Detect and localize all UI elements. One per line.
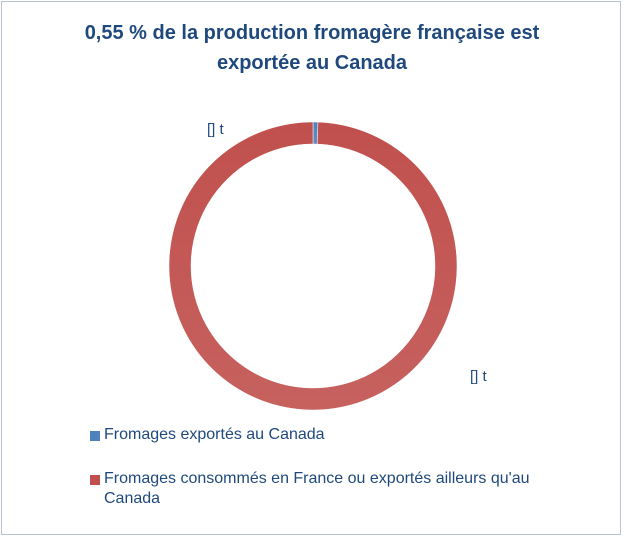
data-label-consumed-france: [] t: [470, 368, 487, 385]
legend-label: Fromages consommés en France ou exportés…: [104, 470, 530, 507]
data-label-exported-canada: [] t: [207, 121, 224, 138]
chart-title-line-2: exportée au Canada: [216, 52, 408, 74]
chart-title-line-1: 0,55 % de la production fromagère frança…: [84, 22, 540, 44]
legend-item-consumed-france: Fromages consommés en France ou exportés…: [88, 469, 588, 509]
legend-item-exported-canada: Fromages exportés au Canada: [88, 425, 588, 445]
chart-legend: Fromages exportés au Canada Fromages con…: [88, 425, 588, 533]
legend-label: Fromages exportés au Canada: [104, 426, 325, 443]
chart-title: 0,55 % de la production fromagère frança…: [30, 18, 594, 78]
legend-swatch-blue: [90, 431, 100, 441]
donut-slice-consumed-france: [168, 121, 458, 411]
legend-swatch-red: [90, 475, 100, 485]
